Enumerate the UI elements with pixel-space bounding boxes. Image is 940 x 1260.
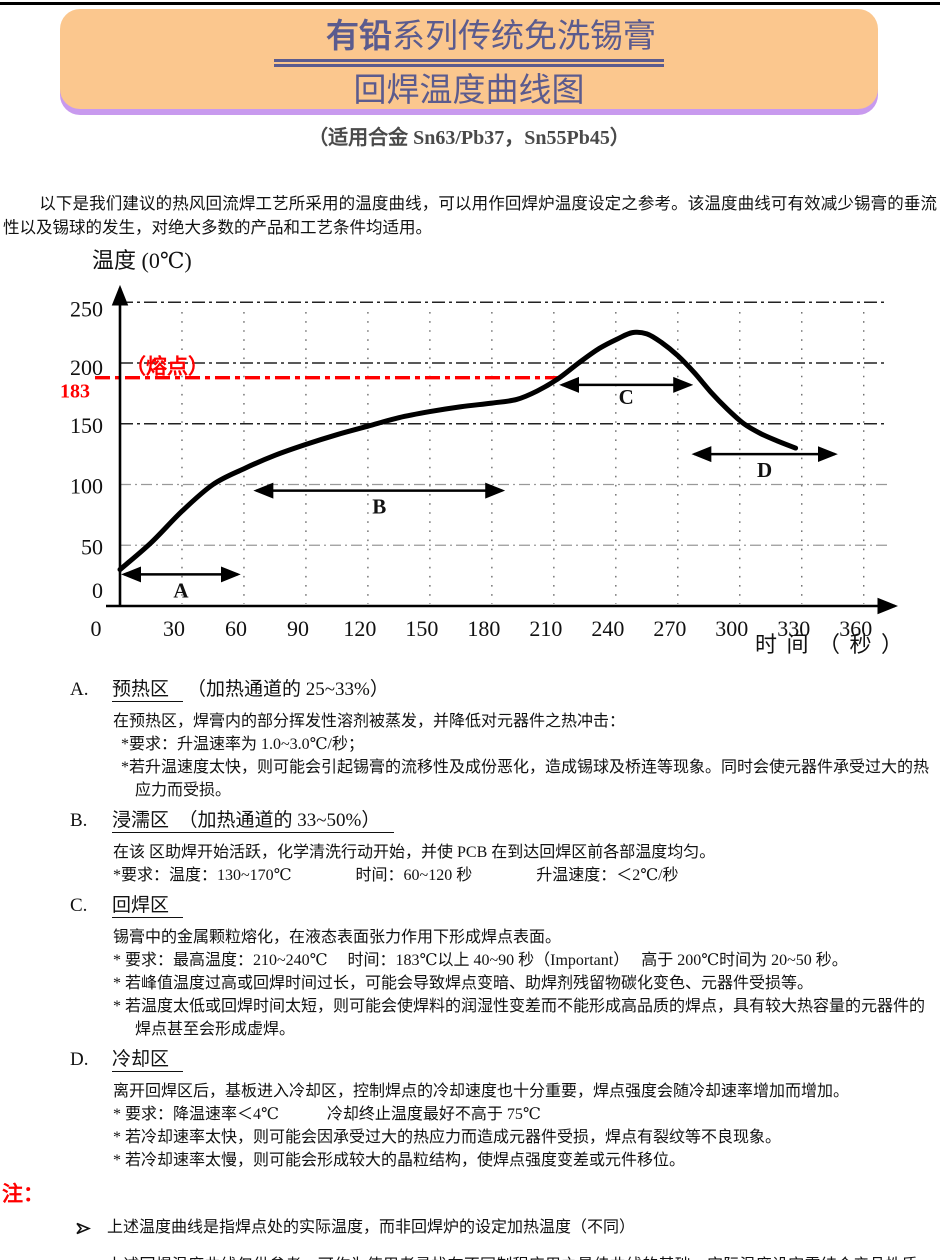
title-emphasis: 有铅 <box>326 19 392 55</box>
note-item: 上述温度曲线是指焊点处的实际温度，而非回焊炉的设定加热温度（不同） <box>76 1215 934 1244</box>
body-line: *要求：升温速率为 1.0~3.0℃/秒； <box>113 736 365 753</box>
body-line: * 若冷却速率太快，则可能会因承受过大的热应力而造成元器件受损，焊点有裂纹等不良… <box>113 1129 782 1146</box>
svg-text:150: 150 <box>405 616 438 641</box>
svg-text:0: 0 <box>92 578 103 603</box>
subtitle-alloys: （适用合金 Sn63/Pb37，Sn55Pb45） <box>308 127 630 149</box>
temperature-curve <box>117 329 799 573</box>
notes-label: 注： <box>2 1182 44 1206</box>
svg-text:90: 90 <box>287 616 309 641</box>
title-underline: 有铅系列传统免洗锡膏 <box>274 15 664 67</box>
svg-text:C: C <box>619 385 634 409</box>
zone-descriptions: A. 预热区 （加热通道的 25~33%） 在预热区，焊膏内的部分挥发性溶剂被蒸发，… <box>0 677 940 1172</box>
body-line: *要求：温度：130~170℃ 时间：60~120 秒 升温速度：＜2℃/秒 <box>113 867 679 884</box>
svg-text:B: B <box>372 495 386 519</box>
section-body: 在该 区助焊开始活跃，化学清洗行动开始，并使 PCB 在到达回焊区前各部温度均匀… <box>0 841 940 887</box>
section-title-paren: （加热通道的 25~33%） <box>187 679 389 700</box>
section-body: 在预热区，焊膏内的部分挥发性溶剂被蒸发，并降低对元器件之热冲击： *要求：升温速… <box>0 710 940 802</box>
body-line: 离开回焊区后，基板进入冷却区，控制焊点的冷却速度也十分重要，焊点强度会随冷却速率… <box>113 1083 850 1100</box>
section-letter: C. <box>70 895 88 916</box>
section-letter: D. <box>70 1049 89 1070</box>
section-heading: A. 预热区 （加热通道的 25~33%） <box>70 677 940 703</box>
arrow-bullet-icon <box>76 1215 92 1244</box>
note-text: 上述温度曲线是指焊点处的实际温度，而非回焊炉的设定加热温度（不同） <box>107 1219 636 1236</box>
document-title-line1: 有铅系列传统免洗锡膏 <box>60 15 878 67</box>
section-title: 回焊区 <box>112 895 184 918</box>
body-line: * 若温度太低或回焊时间太短，则可能会使焊料的润湿性变差而不能形成高品质的焊点，… <box>113 998 926 1038</box>
section-heading: C. 回焊区 <box>70 893 940 919</box>
body-line: *若升温速度太快，则可能会引起锡膏的流移性及成份恶化，造成锡球及桥连等现象。同时… <box>113 759 930 799</box>
svg-text:210: 210 <box>529 616 562 641</box>
note-item: 上述回焊温度曲线仅供参考，可作为使用者寻找在不同制程应用之最佳曲线的基础。实际温… <box>76 1253 934 1260</box>
section-title: 预热区 <box>112 679 184 702</box>
svg-text:100: 100 <box>70 474 103 499</box>
svg-text:30: 30 <box>163 616 185 641</box>
section-cooling-zone: D. 冷却区 离开回焊区后，基板进入冷却区，控制焊点的冷却速度也十分重要，焊点强度… <box>0 1047 940 1172</box>
svg-text:250: 250 <box>70 296 103 321</box>
svg-text:50: 50 <box>81 534 103 559</box>
section-body: 离开回焊区后，基板进入冷却区，控制焊点的冷却速度也十分重要，焊点强度会随冷却速率… <box>0 1080 940 1172</box>
section-heading: D. 冷却区 <box>70 1047 940 1073</box>
svg-text:温度 (0℃): 温度 (0℃) <box>92 248 192 273</box>
svg-text:150: 150 <box>70 413 103 438</box>
note-text: 上述回焊温度曲线仅供参考，可作为使用者寻找在不同制程应用之最佳曲线的基础。实际温… <box>107 1253 934 1260</box>
svg-text:时 间 （ 秒 ）: 时 间 （ 秒 ） <box>755 632 905 657</box>
svg-text:360: 360 <box>839 616 872 641</box>
section-title: 冷却区 <box>112 1049 184 1072</box>
document-title-line2: 回焊温度曲线图 <box>353 73 585 109</box>
section-soak-zone: B. 浸濡区 （加热通道的 33~50%） 在该 区助焊开始活跃，化学清洗行动开始… <box>0 808 940 887</box>
body-line: 锡膏中的金属颗粒熔化，在液态表面张力作用下形成焊点表面。 <box>113 929 562 946</box>
arrow-bullet-icon <box>76 1253 91 1260</box>
svg-text:180: 180 <box>467 616 500 641</box>
svg-text:240: 240 <box>591 616 624 641</box>
svg-text:183: 183 <box>60 381 90 403</box>
body-line: * 若峰值温度过高或回焊时间过长，可能会导致焊点变暗、助焊剂残留物碳化变色、元器… <box>113 975 814 992</box>
svg-text:A: A <box>173 578 189 602</box>
section-letter: B. <box>70 810 88 831</box>
svg-text:0: 0 <box>91 616 102 641</box>
body-line: * 要求：降温速率＜4℃ 冷却终止温度最好不高于 75℃ <box>113 1106 541 1123</box>
section-reflow-zone: C. 回焊区 锡膏中的金属颗粒熔化，在液态表面张力作用下形成焊点表面。 * 要求：… <box>0 893 940 1041</box>
section-preheat-zone: A. 预热区 （加热通道的 25~33%） 在预热区，焊膏内的部分挥发性溶剂被蒸发，… <box>0 677 940 802</box>
chart-container: （熔点） 183 温度 (0℃) 时 间 （ 秒 ） 0 50 100 150 200 250 0 3… <box>0 248 940 671</box>
svg-text:（熔点）: （熔点） <box>125 355 209 379</box>
section-letter: A. <box>70 679 89 700</box>
title-rest: 系列传统免洗锡膏 <box>392 19 656 55</box>
header-banner: 有铅系列传统免洗锡膏 回焊温度曲线图 <box>60 9 878 109</box>
reflow-temperature-chart: （熔点） 183 温度 (0℃) 时 间 （ 秒 ） 0 50 100 150 200 250 0 3… <box>60 248 905 657</box>
body-line: * 若冷却速率太慢，则可能会形成较大的晶粒结构，使焊点强度变差或元件移位。 <box>113 1152 686 1169</box>
section-title: 浸濡区 （加热通道的 33~50%） <box>112 810 395 833</box>
svg-text:270: 270 <box>653 616 686 641</box>
body-line: 在该 区助焊开始活跃，化学清洗行动开始，并使 PCB 在到达回焊区前各部温度均匀… <box>113 844 716 861</box>
body-line: * 要求：最高温度：210~240℃ 时间：183℃以上 40~90 秒（Imp… <box>113 952 848 969</box>
intro-paragraph: 以下是我们建议的热风回流焊工艺所采用的温度曲线，可以用作回焊炉温度设定之参考。该… <box>3 194 937 237</box>
svg-text:200: 200 <box>70 355 103 380</box>
svg-text:60: 60 <box>225 616 247 641</box>
svg-text:330: 330 <box>777 616 810 641</box>
notes-block: 注： 上述温度曲线是指焊点处的实际温度，而非回焊炉的设定加热温度（不同） 上述回… <box>0 1180 940 1260</box>
body-line: 在预热区，焊膏内的部分挥发性溶剂被蒸发，并降低对元器件之热冲击： <box>113 713 626 730</box>
section-heading: B. 浸濡区 （加热通道的 33~50%） <box>70 808 940 834</box>
section-body: 锡膏中的金属颗粒熔化，在液态表面张力作用下形成焊点表面。 * 要求：最高温度：2… <box>0 926 940 1041</box>
svg-text:120: 120 <box>343 616 376 641</box>
svg-text:D: D <box>757 458 772 482</box>
page-top-border <box>0 2 940 5</box>
svg-text:300: 300 <box>715 616 748 641</box>
